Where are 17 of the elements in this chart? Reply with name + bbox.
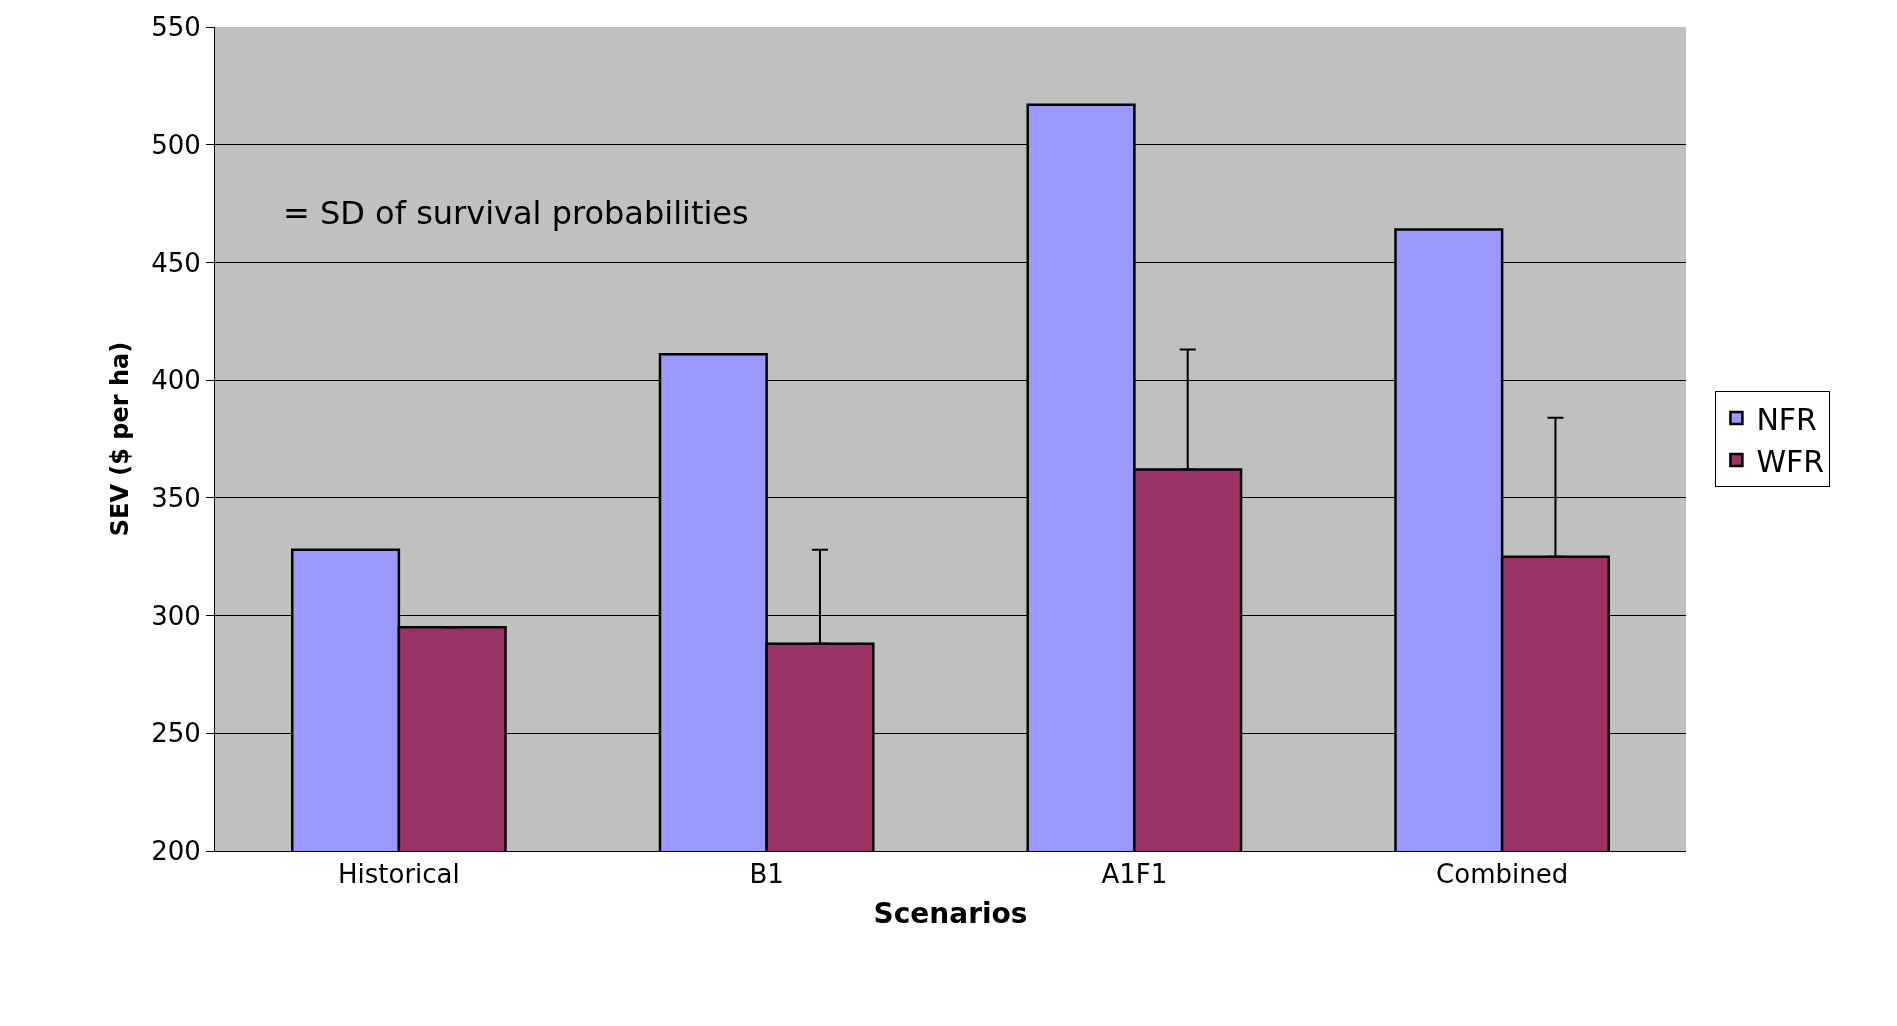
legend-label: NFR (1756, 401, 1817, 437)
y-tick-label: 200 (151, 836, 201, 867)
x-axis-title: Scenarios (873, 897, 1028, 931)
y-axis-title: SEV ($ per ha) (106, 341, 135, 537)
y-tick-label: 300 (151, 600, 201, 631)
y-tick-label: 450 (151, 247, 201, 278)
annotation: = SD of survival probabilities (283, 194, 749, 232)
y-tick-label: 500 (151, 129, 201, 160)
x-tick-label: A1F1 (1101, 859, 1168, 890)
x-tick-label: Historical (337, 859, 460, 890)
y-tick-label: 350 (151, 482, 201, 513)
y-tick-label: 250 (151, 718, 201, 749)
y-tick-label: 400 (151, 365, 201, 396)
y-tick-label: 550 (151, 12, 201, 43)
x-tick-label: Combined (1436, 859, 1569, 890)
legend-label: WFR (1756, 443, 1825, 479)
x-tick-label: B1 (749, 859, 784, 890)
